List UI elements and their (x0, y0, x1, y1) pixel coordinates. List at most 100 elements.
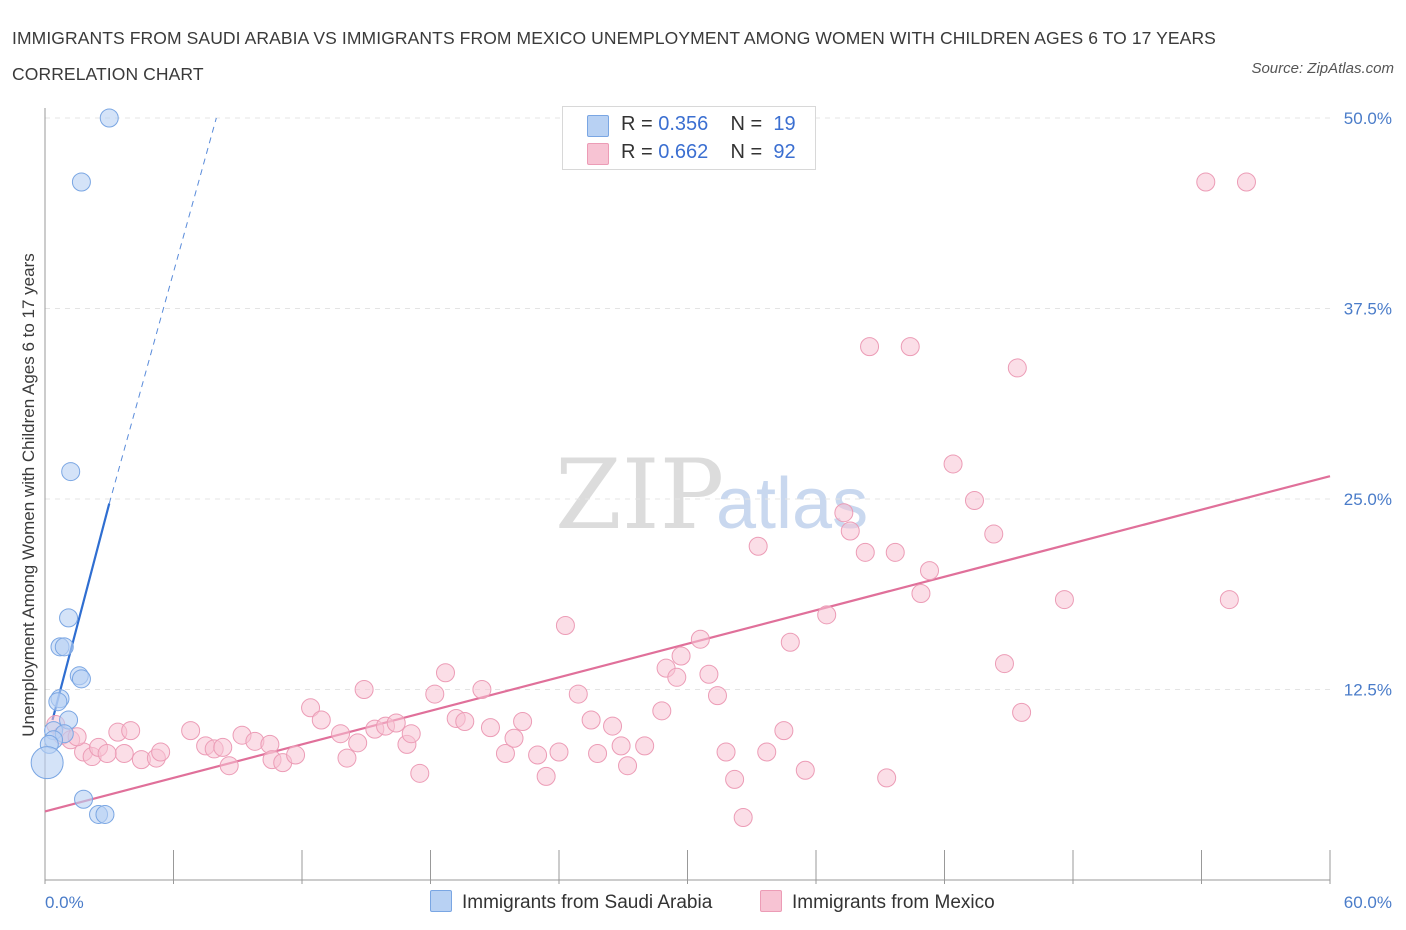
point-mexico (964, 491, 984, 511)
source-label: Source: ZipAtlas.com (1251, 60, 1394, 77)
trendline-mexico (44, 475, 1331, 813)
legend-n-label: N = (730, 141, 768, 163)
point-mexico (504, 728, 524, 748)
point-mexico (860, 337, 880, 357)
point-mexico (943, 454, 963, 474)
point-mexico (121, 721, 141, 741)
bottom-legend-saudi: Immigrants from Saudi Arabia (430, 890, 712, 914)
point-mexico (555, 615, 575, 635)
point-mexico (885, 542, 905, 562)
point-mexico (817, 605, 837, 625)
point-mexico (549, 742, 569, 762)
point-mexico (840, 521, 860, 541)
y-tick-label: 50.0% (1344, 109, 1392, 128)
point-mexico (588, 744, 608, 764)
point-mexico (1054, 590, 1074, 610)
point-mexico (690, 629, 710, 649)
trendline-saudi (51, 503, 111, 721)
point-mexico (635, 736, 655, 756)
legend-r-label: R = (621, 141, 659, 163)
point-mexico (472, 680, 492, 699)
point-mexico (994, 654, 1014, 674)
point-mexico (877, 768, 897, 788)
y-tick-label: 37.5% (1344, 300, 1392, 319)
trendline-saudi-extrapolated (108, 117, 217, 504)
bottom-legend-mexico-label: Immigrants from Mexico (792, 892, 995, 913)
legend-saudi-n: 19 (773, 113, 796, 135)
point-mexico (748, 536, 768, 556)
point-mexico (337, 748, 357, 768)
point-mexico (725, 769, 745, 789)
point-mexico (311, 710, 331, 730)
point-mexico (513, 712, 533, 732)
data-points (30, 108, 1256, 828)
point-mexico (536, 766, 556, 786)
point-mexico (301, 698, 321, 718)
y-axis-label: Unemployment Among Women with Children A… (19, 253, 38, 737)
point-mexico (699, 664, 719, 684)
point-mexico (181, 721, 201, 741)
legend-saudi-r: 0.356 (658, 113, 709, 135)
point-mexico (286, 745, 306, 765)
point-mexico (480, 718, 500, 738)
point-mexico (667, 667, 687, 687)
point-mexico (920, 561, 940, 581)
point-mexico (425, 684, 445, 704)
point-mexico (114, 744, 134, 764)
point-mexico (348, 733, 368, 753)
point-mexico (911, 583, 931, 603)
x-tick-label-max: 60.0% (1344, 893, 1392, 912)
bottom-legend-saudi-label: Immigrants from Saudi Arabia (462, 892, 713, 913)
point-mexico (1012, 702, 1032, 722)
point-saudi (71, 669, 91, 689)
point-mexico (213, 737, 233, 757)
watermark-zip: ZIP (555, 439, 724, 551)
point-mexico (1007, 358, 1027, 378)
point-mexico (1196, 172, 1216, 192)
x-tick-label-min: 0.0% (45, 893, 84, 912)
point-mexico (652, 701, 672, 721)
point-mexico (780, 632, 800, 652)
point-mexico (435, 663, 455, 683)
legend-swatch-saudi (587, 115, 609, 137)
point-mexico (568, 684, 588, 704)
bottom-legend-swatch-saudi (430, 890, 452, 912)
point-saudi (71, 172, 91, 192)
point-mexico (855, 542, 875, 562)
point-mexico (495, 744, 515, 764)
legend-r-label: R = (621, 113, 659, 135)
point-saudi (61, 462, 81, 482)
point-mexico (984, 524, 1004, 544)
point-mexico (1219, 590, 1239, 610)
point-mexico (611, 736, 631, 756)
point-mexico (455, 712, 475, 732)
point-mexico (410, 763, 430, 783)
legend-swatch-mexico (587, 143, 609, 165)
bottom-legend-swatch-mexico (760, 890, 782, 912)
point-mexico (618, 756, 638, 776)
legend: R = 0.356 N = 19 R = 0.662 N = 92 (562, 106, 816, 170)
bottom-legend-mexico: Immigrants from Mexico (760, 890, 995, 914)
point-mexico (707, 686, 727, 706)
point-mexico (528, 745, 548, 765)
point-saudi (99, 108, 119, 128)
legend-mexico-r: 0.662 (658, 141, 709, 163)
point-mexico (671, 646, 691, 666)
chart-title: IMMIGRANTS FROM SAUDI ARABIA VS IMMIGRAN… (12, 28, 1216, 84)
point-mexico (603, 716, 623, 736)
trend-lines (44, 117, 1331, 813)
point-mexico (386, 713, 406, 733)
point-saudi (54, 637, 74, 657)
point-saudi (74, 789, 94, 809)
point-mexico (581, 710, 601, 730)
legend-n-label: N = (730, 113, 768, 135)
point-mexico (97, 744, 117, 764)
point-mexico (219, 756, 239, 776)
y-tick-label: 25.0% (1344, 490, 1392, 509)
point-mexico (331, 724, 351, 744)
point-mexico (774, 721, 794, 741)
point-mexico (151, 742, 171, 762)
point-saudi (30, 746, 64, 780)
point-mexico (757, 742, 777, 762)
